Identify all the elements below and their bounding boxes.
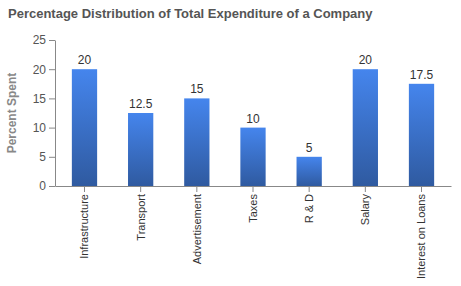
y-tick: 25 [33,33,55,47]
y-tick-mark [49,98,55,99]
data-labels: 20 12.5 15 10 5 20 17.5 [78,53,434,155]
y-tick-label: 20 [33,63,47,77]
data-label: 10 [246,112,260,126]
x-tick: Salary [359,186,371,225]
y-tick: 5 [39,150,55,164]
x-tick-mark [253,186,254,192]
data-label: 5 [306,141,313,155]
bar [128,113,153,186]
y-tick-mark [49,186,55,187]
x-tick-label: Transport [135,194,147,241]
y-tick-label: 25 [33,33,47,47]
x-tick-label: R & D [303,194,315,223]
data-label: 20 [359,53,373,67]
bar [353,69,378,186]
data-label: 12.5 [129,97,153,111]
x-tick: R & D [303,186,315,223]
y-tick: 10 [33,121,55,135]
y-tick-label: 5 [39,150,46,164]
y-tick-mark [49,128,55,129]
y-tick-mark [49,69,55,70]
x-tick-label: Advertisement [191,194,203,264]
x-tick: Infrastructure [78,186,90,259]
y-tick-label: 15 [33,92,47,106]
x-tick: Taxes [247,186,259,223]
bar [240,128,265,186]
x-tick-label: Salary [359,194,371,226]
x-tick: Advertisement [191,186,203,264]
x-tick-label: Taxes [247,194,259,223]
y-axis: 0 5 10 15 20 25 [33,33,56,193]
y-tick-mark [49,40,55,41]
x-tick: Interest on Loans [415,186,427,279]
x-tick-mark [365,186,366,192]
y-tick-label: 10 [33,121,47,135]
x-tick-mark [196,186,197,192]
y-tick-mark [49,157,55,158]
x-tick-mark [421,186,422,192]
y-axis-title: Percent Spent [5,73,19,154]
bar [72,69,97,186]
y-axis-line [55,41,56,187]
bars [72,69,434,186]
plot: 20 12.5 15 10 5 20 17.5 0 5 10 15 20 25 Infrastructur… [33,33,452,279]
bar [297,157,322,186]
y-tick: 15 [33,92,55,106]
x-tick-mark [84,186,85,192]
data-label: 15 [190,82,204,96]
chart: Percentage Distribution of Total Expendi… [0,0,461,286]
x-axis: Infrastructure Transport Advertisement Taxe… [56,186,452,279]
bar [409,84,434,186]
x-tick: Transport [135,186,147,241]
y-tick-label: 0 [39,179,46,193]
x-tick-mark [309,186,310,192]
data-label: 20 [78,53,92,67]
title: Percentage Distribution of Total Expendi… [8,6,373,21]
y-tick: 20 [33,63,55,77]
y-tick: 0 [39,179,55,193]
bar [184,98,209,186]
x-tick-label: Interest on Loans [415,194,427,280]
x-tick-label: Infrastructure [78,194,90,259]
x-tick-mark [140,186,141,192]
data-label: 17.5 [410,68,434,82]
